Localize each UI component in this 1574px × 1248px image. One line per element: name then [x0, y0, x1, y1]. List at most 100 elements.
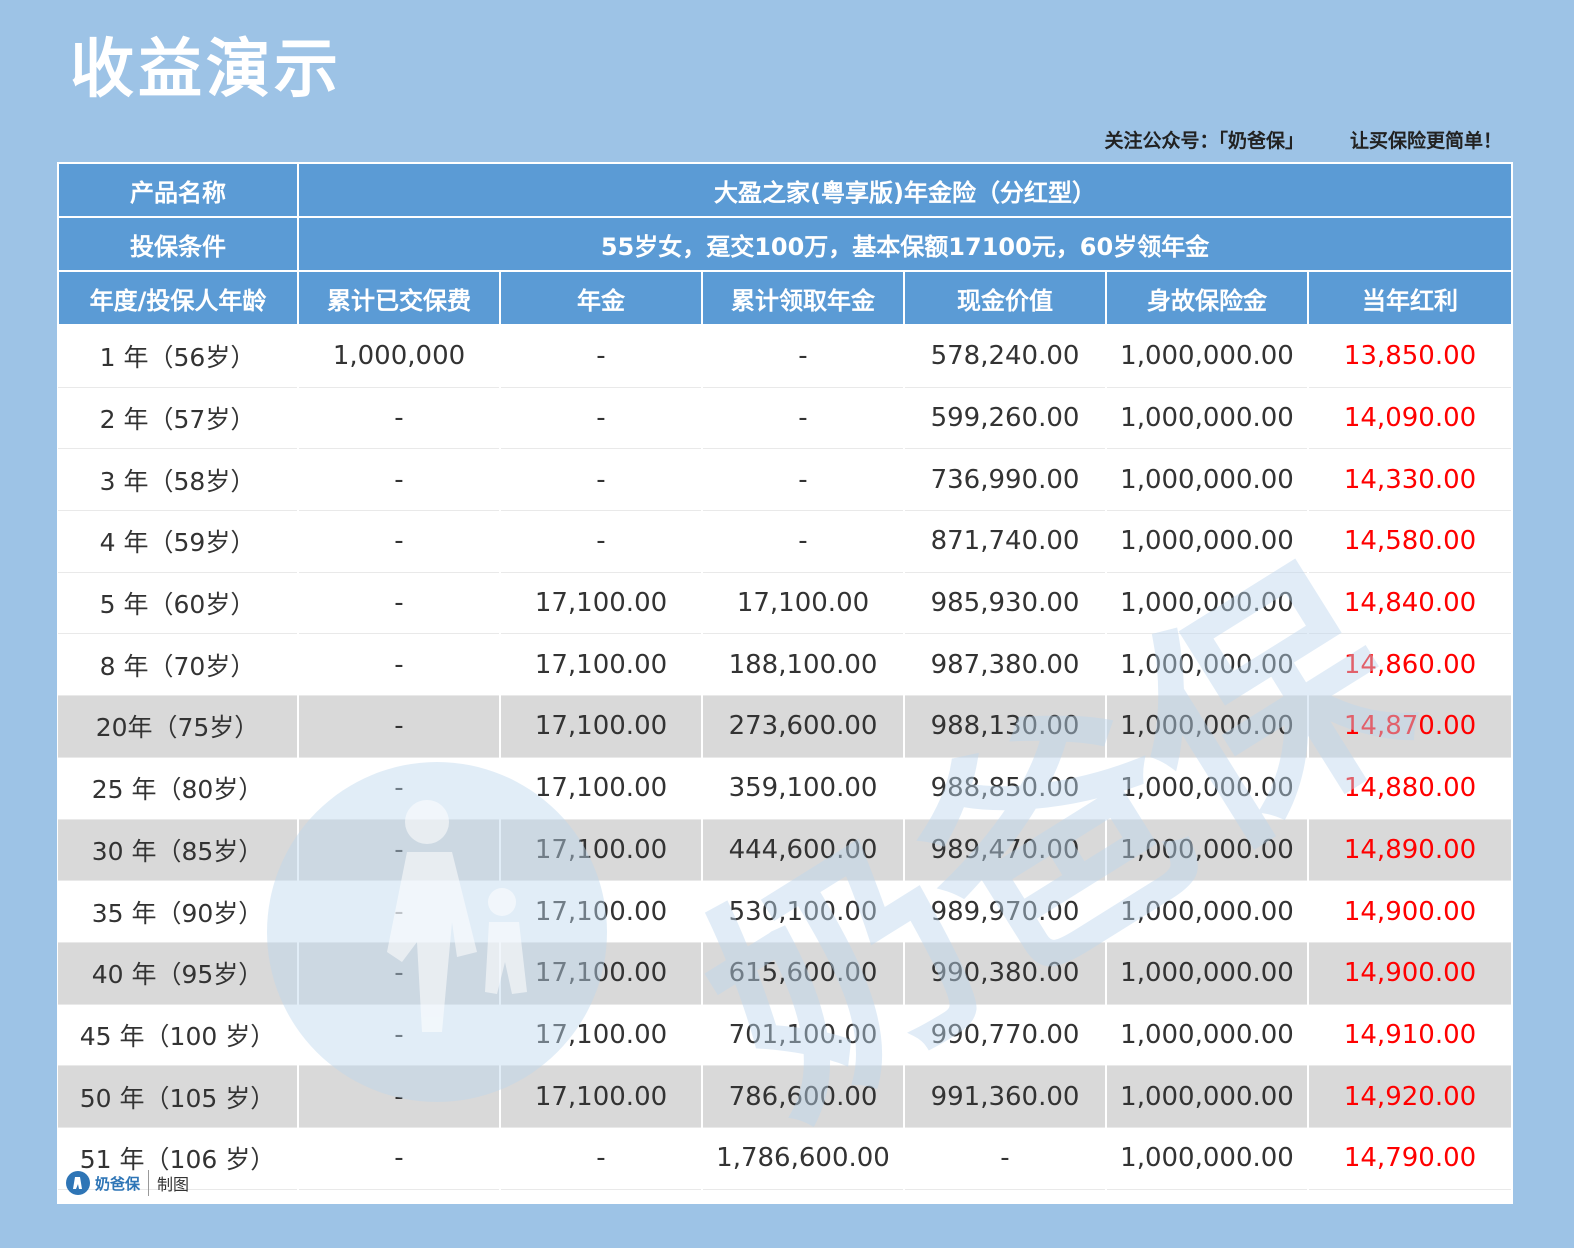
illustration-table-sheet: 产品名称 大盈之家(粤享版)年金险（分红型） 投保条件 55岁女，趸交100万，…	[57, 162, 1513, 1204]
cumulative-premium-cell: 1,000,000	[298, 325, 501, 388]
cumulative-premium-cell: -	[298, 633, 501, 697]
row-label: 5 年（60岁）	[58, 572, 299, 635]
table-row: 45 年（100 岁） -17,100.00 701,100.00 990,770.0…	[58, 1004, 1513, 1067]
column-header: 现金价值	[903, 270, 1107, 326]
annuity-cell: 17,100.00	[500, 572, 703, 635]
follow-account: 关注公众号：「奶爸保」	[1104, 130, 1304, 152]
death-benefit-cell: 1,000,000.00	[1106, 757, 1309, 820]
death-benefit-cell: 1,000,000.00	[1106, 633, 1309, 697]
row-label: 2 年（57岁）	[58, 387, 299, 450]
table-row: 25 年（80岁） -17,100.00 359,100.00 988,850.00 1…	[58, 757, 1513, 820]
cumulative-annuity-cell: 701,100.00	[702, 1004, 905, 1067]
death-benefit-cell: 1,000,000.00	[1106, 880, 1309, 943]
annuity-cell: -	[500, 387, 703, 450]
page-title: 收益演示	[70, 33, 342, 107]
table-row: 8 年（70岁） -17,100.00 188,100.00 987,380.00 1,…	[58, 633, 1513, 697]
death-benefit-cell: 1,000,000.00	[1106, 942, 1309, 1005]
footer-logo: 奶爸保 制图	[65, 1170, 189, 1196]
footer-brand-text: 奶爸保	[95, 1174, 141, 1193]
cumulative-premium-cell: -	[298, 880, 501, 943]
cash-value-cell: 871,740.00	[904, 510, 1107, 573]
brand-logo-icon	[66, 1171, 90, 1195]
row-label: 20年（75岁）	[58, 695, 299, 758]
bonus-cell: 14,890.00	[1308, 819, 1513, 882]
death-benefit-cell: 1,000,000.00	[1106, 695, 1309, 758]
bonus-cell: 14,910.00	[1308, 1004, 1513, 1067]
table-row: 20年（75岁） -17,100.00 273,600.00 988,130.00 1,…	[58, 695, 1513, 758]
table-row: 51 年（106 岁） - -1,786,600.00-1,000,000.00 14…	[58, 1127, 1513, 1190]
row-label: 4 年（59岁）	[58, 510, 299, 573]
annuity-cell: -	[500, 325, 703, 388]
cumulative-annuity-cell: 786,600.00	[702, 1065, 905, 1128]
row-label: 40 年（95岁）	[58, 942, 299, 1005]
cumulative-annuity-cell: -	[702, 448, 905, 512]
cumulative-annuity-cell: 273,600.00	[702, 695, 905, 758]
table-row: 2 年（57岁） - - -599,260.00 1,000,000.00 14,090.…	[58, 387, 1513, 450]
annuity-cell: 17,100.00	[500, 633, 703, 697]
cumulative-premium-cell: -	[298, 1065, 501, 1128]
row-label: 51 年（106 岁）	[58, 1127, 299, 1190]
cash-value-cell: 736,990.00	[904, 448, 1107, 512]
cash-value-cell: 988,130.00	[904, 695, 1107, 758]
bonus-cell: 14,090.00	[1308, 387, 1513, 450]
annuity-cell: -	[500, 510, 703, 573]
table-row: 40 年（95岁） -17,100.00 615,600.00 990,380.00 1…	[58, 942, 1513, 1005]
bonus-cell: 14,900.00	[1308, 942, 1513, 1005]
condition-label: 投保条件	[57, 216, 299, 272]
cumulative-annuity-cell: 1,786,600.00	[702, 1127, 905, 1190]
cash-value-cell: 988,850.00	[904, 757, 1107, 820]
table-row: 4 年（59岁） - - -871,740.00 1,000,000.00 14,580.…	[58, 510, 1513, 573]
bonus-cell: 14,920.00	[1308, 1065, 1513, 1128]
cumulative-annuity-cell: 530,100.00	[702, 880, 905, 943]
cash-value-cell: 991,360.00	[904, 1065, 1107, 1128]
bonus-cell: 14,900.00	[1308, 880, 1513, 943]
bonus-cell: 14,790.00	[1308, 1127, 1513, 1190]
bonus-cell: 14,860.00	[1308, 633, 1513, 697]
row-label: 45 年（100 岁）	[58, 1004, 299, 1067]
cash-value-cell: 990,770.00	[904, 1004, 1107, 1067]
row-label: 8 年（70岁）	[58, 633, 299, 697]
cash-value-cell: 578,240.00	[904, 325, 1107, 388]
bonus-cell: 14,330.00	[1308, 448, 1513, 512]
column-header-row: 年度/投保人年龄 累计已交保费 年金 累计领取年金 现金价值 身故保险金 当年红利	[57, 270, 1513, 326]
cash-value-cell: 599,260.00	[904, 387, 1107, 450]
annuity-cell: 17,100.00	[500, 819, 703, 882]
annuity-cell: 17,100.00	[500, 695, 703, 758]
table-row: 1 年（56岁） 1,000,000- -578,240.00 1,000,000.0…	[58, 325, 1513, 388]
cumulative-premium-cell: -	[298, 572, 501, 635]
cumulative-premium-cell: -	[298, 510, 501, 573]
table-row: 5 年（60岁） -17,100.00 17,100.00 985,930.00 1,0…	[58, 572, 1513, 635]
cumulative-premium-cell: -	[298, 942, 501, 1005]
cash-value-cell: -	[904, 1127, 1107, 1190]
table-row: 50 年（105 岁） -17,100.00 786,600.00 991,360.0…	[58, 1065, 1513, 1128]
product-name-value: 大盈之家(粤享版)年金险（分红型）	[296, 162, 1513, 218]
death-benefit-cell: 1,000,000.00	[1106, 819, 1309, 882]
cumulative-premium-cell: -	[298, 757, 501, 820]
product-name-label: 产品名称	[57, 162, 299, 218]
follow-slogan: 让买保险更简单！	[1349, 130, 1502, 152]
row-label: 35 年（90岁）	[58, 880, 299, 943]
cumulative-annuity-cell: 359,100.00	[702, 757, 905, 820]
cumulative-annuity-cell: -	[702, 510, 905, 573]
bonus-cell: 14,580.00	[1308, 510, 1513, 573]
column-header: 当年红利	[1306, 270, 1513, 326]
row-label: 50 年（105 岁）	[58, 1065, 299, 1128]
row-label: 3 年（58岁）	[58, 448, 299, 512]
annuity-cell: -	[500, 448, 703, 512]
death-benefit-cell: 1,000,000.00	[1106, 387, 1309, 450]
cumulative-premium-cell: -	[298, 695, 501, 758]
cash-value-cell: 985,930.00	[904, 572, 1107, 635]
bonus-cell: 14,880.00	[1308, 757, 1513, 820]
bonus-cell: 14,870.00	[1308, 695, 1513, 758]
cumulative-annuity-cell: 444,600.00	[702, 819, 905, 882]
annuity-cell: 17,100.00	[500, 1004, 703, 1067]
annuity-cell: -	[500, 1127, 703, 1190]
cumulative-premium-cell: -	[298, 1004, 501, 1067]
cumulative-premium-cell: -	[298, 387, 501, 450]
cumulative-annuity-cell: -	[702, 325, 905, 388]
table-row: 35 年（90岁） -17,100.00 530,100.00 989,970.00 1…	[58, 880, 1513, 943]
cash-value-cell: 989,970.00	[904, 880, 1107, 943]
cumulative-annuity-cell: -	[702, 387, 905, 450]
death-benefit-cell: 1,000,000.00	[1106, 1004, 1309, 1067]
table-row: 3 年（58岁） - - -736,990.00 1,000,000.00 14,330.…	[58, 448, 1513, 512]
